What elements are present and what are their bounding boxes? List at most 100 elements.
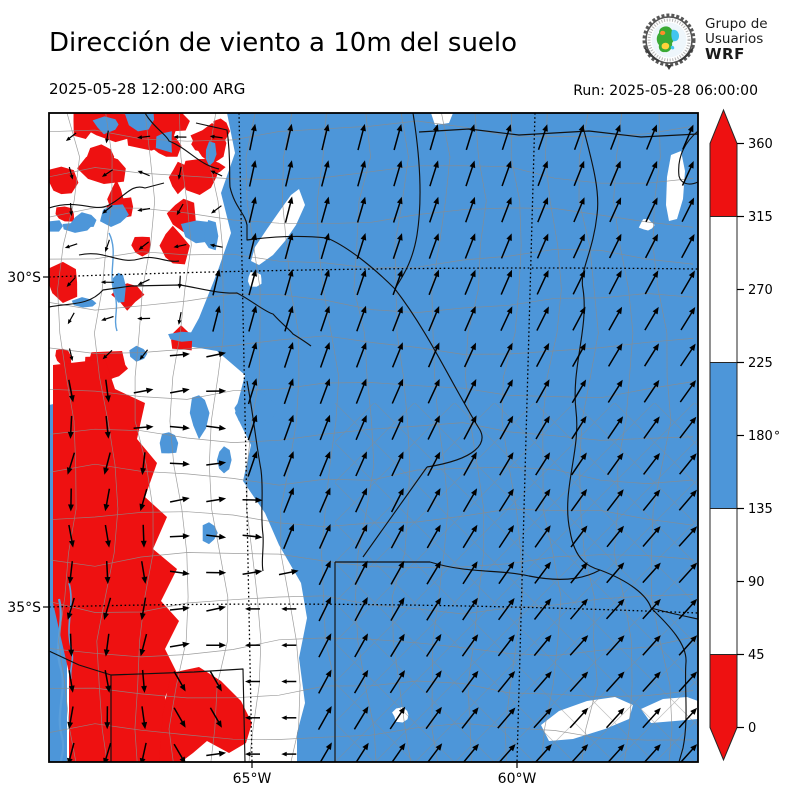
wind-arrow <box>500 306 513 332</box>
wind-arrow <box>642 707 661 729</box>
wind-arrow <box>533 598 552 620</box>
logo-line-2: Usuarios <box>705 30 764 47</box>
wind-arrow <box>356 269 367 296</box>
wind-arrow <box>536 233 549 259</box>
wind-arrow <box>245 606 260 612</box>
wind-arrow <box>101 169 114 177</box>
wind-arrow <box>103 452 111 475</box>
wind-arrow <box>535 342 550 368</box>
wind-arrow <box>248 305 258 332</box>
wind-arrow <box>138 241 150 250</box>
wind-arrow <box>393 124 403 151</box>
wind-arrow <box>140 524 147 548</box>
wind-arrow <box>206 605 226 612</box>
wind-arrow <box>429 160 439 187</box>
wind-arrow <box>497 671 516 693</box>
wind-arrow <box>206 750 227 757</box>
wind-arrow <box>169 570 190 576</box>
wind-arrow <box>284 232 294 260</box>
wind-arrow <box>102 349 113 360</box>
wind-arrow <box>535 379 550 404</box>
wind-arrow <box>173 135 187 139</box>
wind-arrow <box>392 233 403 259</box>
wind-arrow <box>137 278 150 285</box>
wind-arrow <box>67 742 75 762</box>
wind-arrow <box>104 415 111 439</box>
wind-arrow <box>206 460 227 467</box>
wind-arrow <box>169 533 190 540</box>
wind-arrow <box>245 679 260 684</box>
wind-arrow <box>247 378 258 405</box>
wind-arrow <box>283 487 294 513</box>
wind-arrow <box>319 487 331 513</box>
wind-arrow <box>68 670 75 693</box>
wind-arrow <box>644 306 659 331</box>
wind-arrow <box>68 379 75 403</box>
wind-arrow <box>571 416 587 440</box>
wind-arrow <box>464 196 476 223</box>
wind-arrow <box>206 496 227 503</box>
wind-arrow <box>137 170 150 177</box>
wind-arrow <box>65 132 77 141</box>
wind-arrow <box>278 569 299 576</box>
wind-arrow <box>206 351 226 358</box>
wind-arrow <box>534 525 551 548</box>
wind-arrow <box>643 343 659 367</box>
wind-arrow <box>500 233 512 259</box>
wind-arrow <box>681 161 694 186</box>
wind-arrow <box>319 342 330 368</box>
wind-arrow <box>242 497 263 503</box>
wind-arrow <box>320 305 330 332</box>
wind-arrow <box>281 679 297 684</box>
wind-arrow <box>572 306 586 331</box>
wind-arrow <box>318 669 332 694</box>
wind-arrow <box>461 707 479 729</box>
wind-arrow <box>247 450 258 477</box>
wind-arrow <box>248 269 257 296</box>
wind-arrow <box>425 633 442 657</box>
wind-arrow <box>355 415 367 441</box>
wind-arrow <box>497 598 515 621</box>
wind-arrow <box>355 742 369 762</box>
wind-arrow <box>426 597 442 621</box>
wind-arrow <box>644 270 659 295</box>
wind-arrow <box>176 203 184 216</box>
wind-arrow <box>534 488 551 512</box>
wind-arrow <box>427 342 440 368</box>
wind-arrow <box>284 196 294 223</box>
wind-arrow <box>608 306 623 331</box>
wind-arrow <box>461 670 479 693</box>
wind-arrow <box>609 160 621 187</box>
wind-arrow <box>642 526 661 547</box>
wind-arrow <box>606 452 624 476</box>
wind-arrow <box>680 307 696 331</box>
wind-arrow <box>104 706 111 730</box>
wind-arrow <box>465 160 476 187</box>
colorbar-tick-label: 0 <box>748 721 756 736</box>
wind-arrow <box>67 706 74 730</box>
wind-arrow <box>678 526 698 547</box>
wind-arrow <box>390 597 405 621</box>
wind-arrow <box>206 642 227 649</box>
wind-arrow <box>209 707 222 728</box>
wind-arrow <box>105 130 109 144</box>
wind-arrow <box>169 641 190 648</box>
lon-label-65w: 65°W <box>233 771 272 787</box>
wind-arrow <box>354 633 368 658</box>
wind-arrow <box>318 524 331 549</box>
wind-arrow <box>462 488 478 513</box>
wind-arrow <box>66 276 76 287</box>
wind-arrow <box>393 160 403 187</box>
wind-arrow <box>320 160 330 187</box>
colorbar-tick-label: 315 <box>748 210 773 225</box>
wind-arrow <box>356 305 367 332</box>
wind-arrow <box>390 633 405 658</box>
wind-arrow <box>319 378 331 405</box>
wind-arrow <box>169 424 190 431</box>
wind-arrow <box>643 379 660 403</box>
wind-arrow <box>68 633 75 657</box>
wind-arrow <box>642 598 661 620</box>
wind-arrow <box>646 124 657 150</box>
wind-arrow <box>534 561 551 584</box>
colorbar-tick-label: 180 <box>748 429 773 444</box>
